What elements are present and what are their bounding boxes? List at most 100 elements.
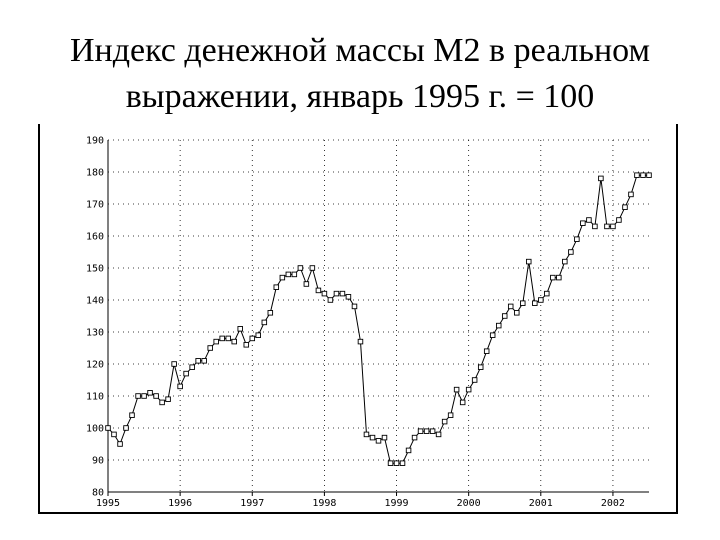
- data-point: [495, 322, 502, 329]
- data-point: [195, 358, 201, 364]
- data-point: [616, 217, 622, 223]
- data-point: [351, 303, 358, 310]
- data-point: [159, 399, 165, 406]
- data-point: [261, 319, 268, 326]
- data-point: [189, 364, 195, 370]
- y-tick-label: 170: [86, 200, 104, 211]
- data-point: [243, 342, 250, 348]
- data-point: [411, 434, 418, 441]
- data-point: [489, 332, 496, 338]
- data-point: [273, 284, 280, 290]
- data-point: [141, 393, 147, 399]
- line-chart: 80 90 100 110 120 130 140 150 160 170 180 190 1995 1…: [86, 136, 652, 509]
- data-point: [297, 265, 304, 271]
- data-point: [423, 428, 430, 434]
- data-point: [447, 412, 454, 418]
- data-point: [369, 434, 376, 441]
- title-line-2: выражении, январь 1995 г. = 100: [125, 78, 595, 115]
- x-tick-label: 1995: [96, 498, 120, 509]
- data-point: [459, 399, 466, 406]
- x-tick-label: 1997: [240, 498, 264, 509]
- data-point: [514, 310, 520, 316]
- data-point: [213, 338, 219, 345]
- data-point: [147, 390, 153, 396]
- x-tick-label: 1996: [168, 498, 192, 509]
- data-point: [532, 300, 538, 306]
- data-point: [586, 217, 592, 223]
- data-point: [646, 172, 652, 178]
- data-point: [574, 236, 580, 242]
- data-point: [291, 271, 298, 278]
- data-point: [628, 191, 634, 198]
- axes: [107, 140, 649, 496]
- data-point: [562, 258, 568, 265]
- data-point: [237, 326, 243, 332]
- data-point: [634, 172, 640, 178]
- x-tick-label: 1999: [384, 498, 408, 509]
- data-point: [327, 297, 334, 303]
- data-point: [399, 460, 406, 466]
- data-point: [640, 172, 646, 178]
- data-point: [111, 431, 117, 438]
- data-point: [417, 428, 424, 434]
- data-point: [526, 258, 532, 265]
- y-tick-label: 180: [86, 168, 104, 179]
- data-point: [279, 274, 286, 281]
- y-tick-label: 100: [86, 424, 104, 435]
- data-point: [129, 412, 135, 418]
- data-point: [441, 418, 448, 425]
- data-point: [315, 287, 322, 294]
- chart-frame: 80 90 100 110 120 130 140 150 160 170 180 190 1995 1…: [38, 124, 678, 514]
- data-point: [153, 393, 159, 399]
- series-line: [107, 174, 649, 464]
- data-point: [183, 370, 189, 377]
- data-point: [405, 447, 412, 454]
- y-tick-label: 110: [86, 392, 104, 403]
- title-line-1: Индекс денежной массы М2 в реальном: [69, 32, 651, 69]
- data-point: [501, 313, 508, 319]
- data-point: [207, 345, 213, 351]
- y-tick-label: 120: [86, 360, 104, 371]
- data-point: [477, 364, 484, 370]
- x-tick-label: 2001: [529, 498, 553, 509]
- data-point: [255, 332, 262, 338]
- data-point: [345, 294, 352, 300]
- x-tick-label: 2002: [601, 498, 625, 509]
- data-point: [381, 434, 388, 441]
- data-point: [363, 431, 370, 438]
- data-point: [285, 271, 292, 278]
- data-point: [321, 290, 328, 297]
- data-point: [339, 290, 346, 297]
- data-point: [219, 335, 225, 342]
- data-point: [231, 338, 237, 345]
- data-point: [592, 223, 598, 230]
- series-m2-index: [105, 172, 652, 466]
- y-tick-label: 160: [86, 232, 104, 243]
- data-point: [622, 204, 628, 210]
- data-point: [303, 281, 310, 287]
- y-tick-label: 130: [86, 328, 104, 339]
- y-tick-label: 190: [86, 136, 104, 147]
- data-point: [165, 396, 171, 402]
- data-point: [520, 300, 526, 306]
- data-point: [357, 338, 364, 345]
- data-point: [309, 265, 316, 271]
- data-point: [556, 274, 562, 281]
- data-point: [538, 297, 544, 303]
- data-point: [453, 386, 460, 393]
- data-point: [483, 348, 490, 354]
- x-tick-label: 2000: [457, 498, 481, 509]
- data-point: [375, 438, 382, 444]
- data-point: [550, 274, 556, 281]
- data-point: [267, 310, 274, 316]
- data-point: [544, 290, 550, 297]
- y-tick-label: 90: [92, 456, 104, 467]
- y-tick-label: 150: [86, 264, 104, 275]
- data-point: [171, 361, 177, 367]
- data-point: [225, 335, 231, 342]
- y-tick-label: 80: [92, 488, 104, 499]
- y-tick-label: 140: [86, 296, 104, 307]
- x-tick-label: 1998: [312, 498, 336, 509]
- data-point: [580, 220, 586, 226]
- data-point: [568, 249, 574, 255]
